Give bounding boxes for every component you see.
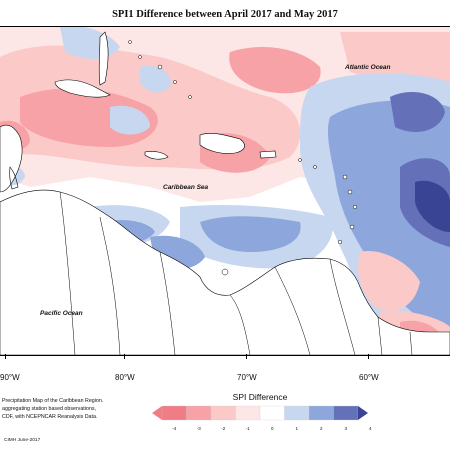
longitude-label: 70°W [237,373,257,382]
atlantic-ocean-label: Atlantic Ocean [345,64,391,71]
legend-swatch [210,405,236,421]
spi-map [0,27,450,355]
axis-tick [124,354,125,359]
legend-swatch [259,405,285,421]
legend-tick-label: 1 [295,426,298,431]
longitude-label: 80°W [115,373,135,382]
map-notes: Precipitation Map of the Caribbean Regio… [2,397,152,421]
legend-tick-label: 2 [319,426,323,431]
axis-tick [368,354,369,359]
legend-swatch [284,405,310,421]
longitude-label: 60°W [359,373,379,382]
legend-title: SPI Difference [232,392,288,402]
axis-tick [246,354,247,359]
legend-swatch [186,405,212,421]
note-line: aggregating station based observations, [2,406,96,412]
pacific-ocean-label: Pacific Ocean [40,310,83,317]
legend-tick-label: -1 [245,426,250,431]
map-frame[interactable]: Atlantic Ocean Caribbean Sea Pacific Oce… [0,26,450,356]
legend-tick-label: -4 [172,426,177,431]
note-line: Precipitation Map of the Caribbean Regio… [2,398,104,404]
axis-tick [5,354,6,359]
legend-swatch [161,405,187,421]
map-title: SPI1 Difference between April 2017 and M… [112,9,338,20]
legend-tick-label: 4 [368,426,372,431]
land-outlines [0,31,450,355]
legend-tick-label: 0 [270,426,274,431]
legend-tick-label: 3 [344,426,347,431]
country-borders [59,191,413,355]
longitude-label: 90°W [0,373,20,382]
note-line: CDF, with NCEPNCAR Reanalysis Data. [2,414,98,420]
legend-swatch [333,405,359,421]
legend-arrow-right [358,406,368,420]
legend-swatch [235,405,261,421]
legend-tick-label: -2 [221,426,226,431]
caribbean-sea-label: Caribbean Sea [163,184,209,191]
color-legend [152,405,368,421]
legend-arrow-left [152,406,162,420]
credit-text: CIMH June-2017 [4,438,41,443]
legend-tick-label: -3 [196,426,201,431]
spi-color-field [0,27,450,355]
legend-swatch [308,405,334,421]
small-islands [128,40,358,276]
